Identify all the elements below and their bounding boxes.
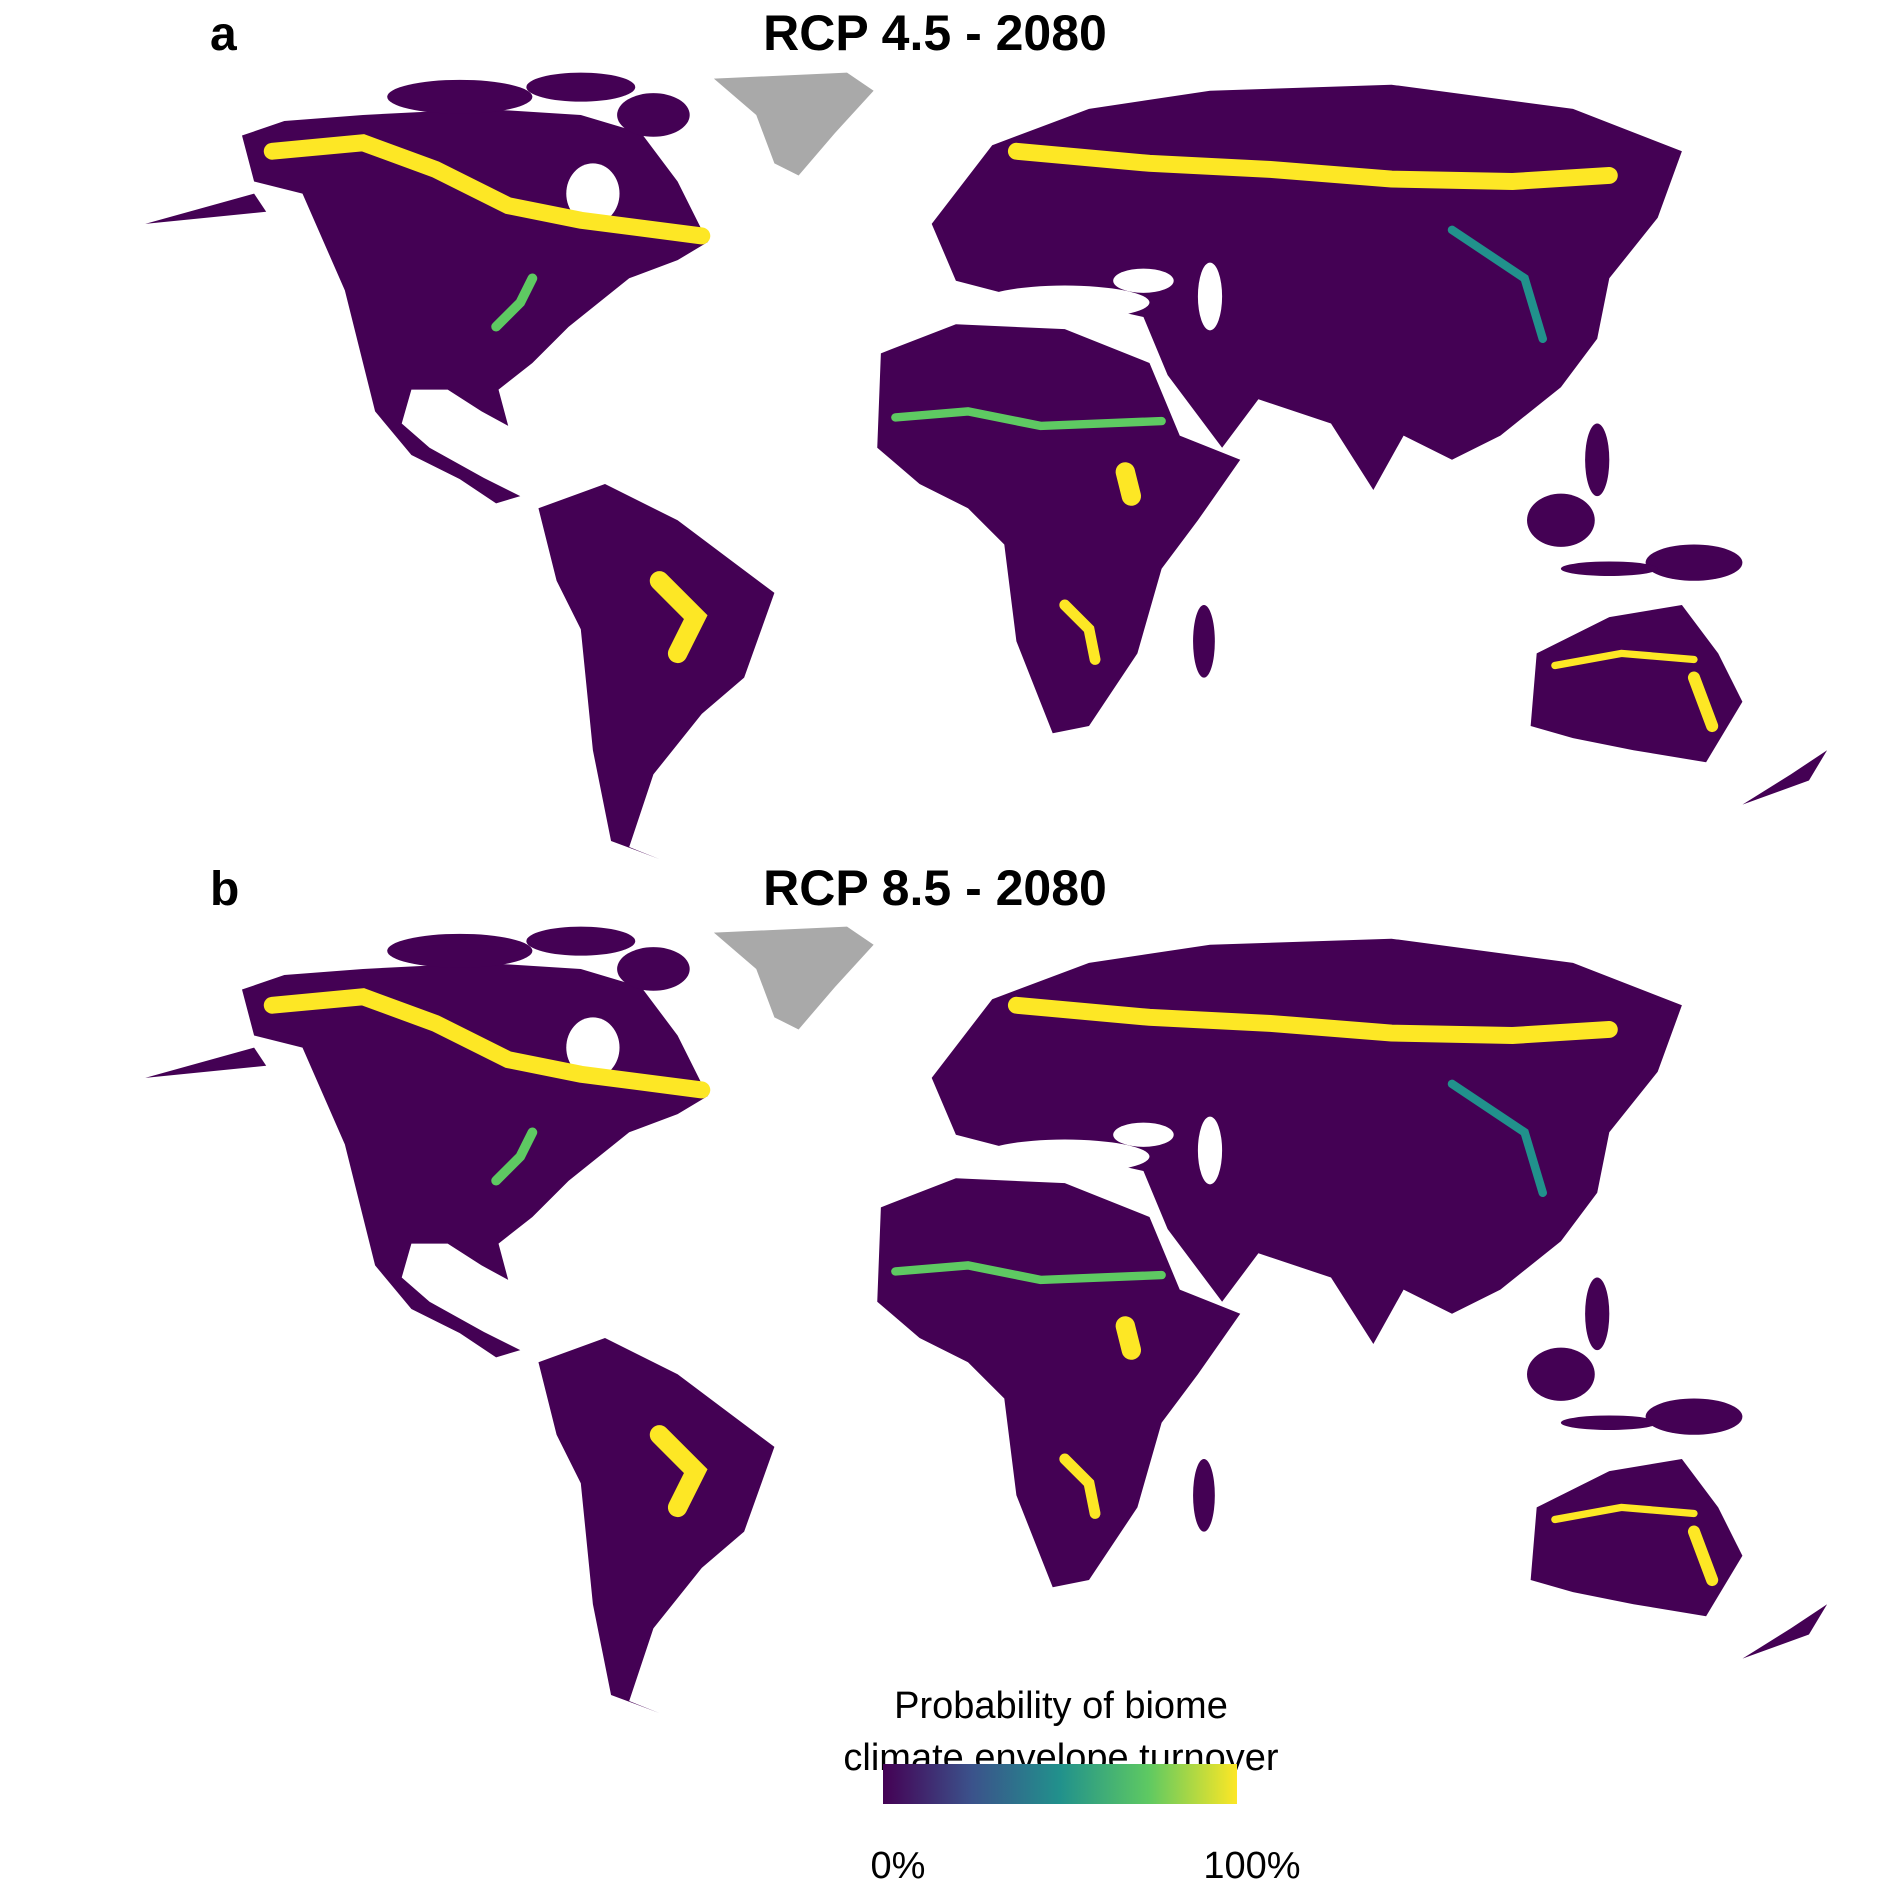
colorbar bbox=[883, 1764, 1237, 1804]
colorbar-label: 100% bbox=[1203, 1845, 1300, 1884]
panel-label: a bbox=[210, 8, 237, 61]
map-a bbox=[145, 73, 1827, 860]
colorbar-label: 0% bbox=[871, 1845, 926, 1884]
panel-title: RCP 8.5 - 2080 bbox=[763, 860, 1107, 916]
panel-label: b bbox=[210, 863, 239, 916]
legend-title: Probability of biome bbox=[894, 1685, 1228, 1727]
map-b bbox=[145, 927, 1827, 1714]
panel-title: RCP 4.5 - 2080 bbox=[763, 5, 1107, 61]
